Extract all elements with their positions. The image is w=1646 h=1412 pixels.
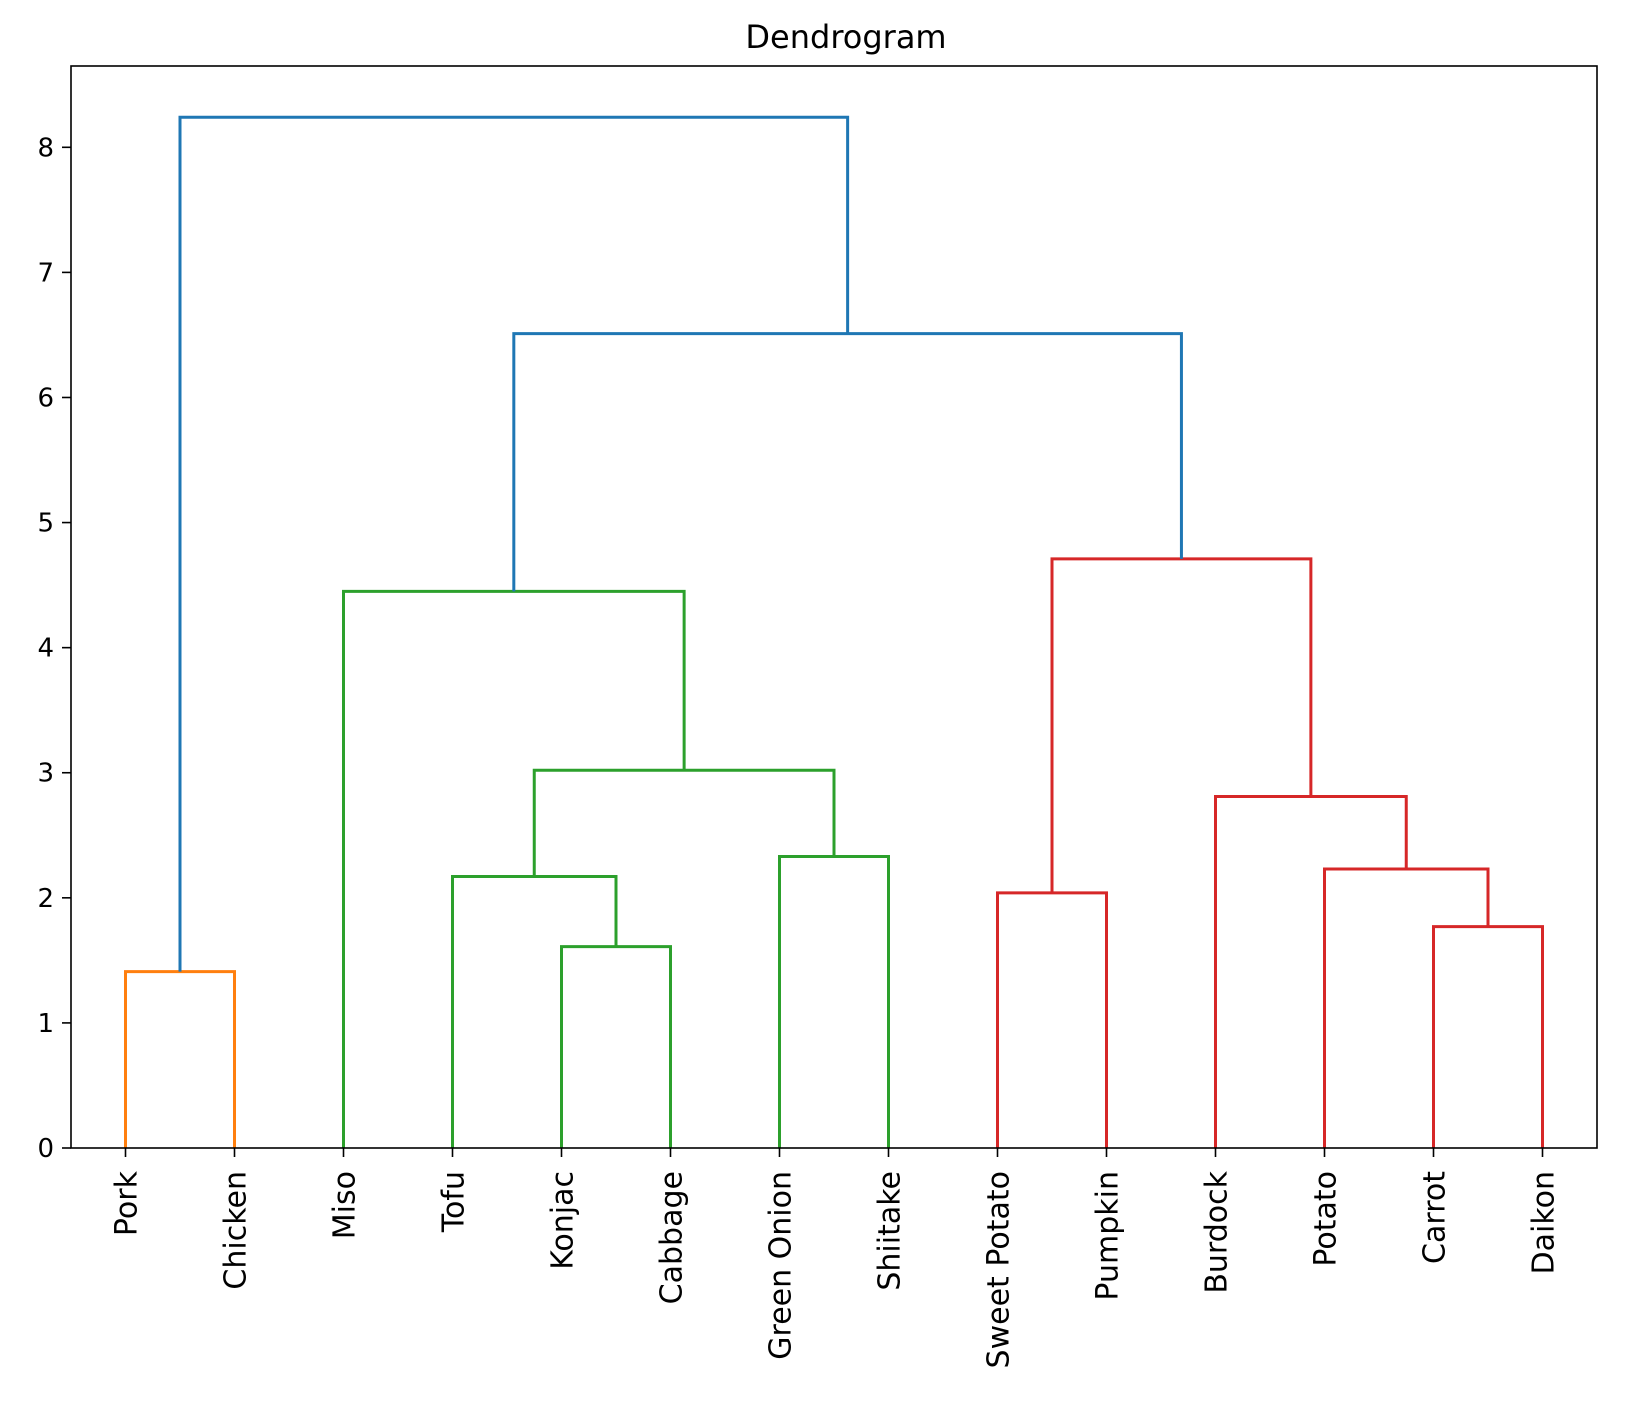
y-tick-label: 3 [37, 759, 54, 789]
leaf-label: Pork [110, 1170, 145, 1236]
leaf-label: Burdock [1200, 1170, 1235, 1293]
x-axis: Pork Chicken Miso Tofu Konjac Cabbage Green On… [110, 1148, 1562, 1368]
link-pork_chicken [124, 970, 236, 1148]
leaf-label: Konjac [546, 1171, 581, 1270]
leaf-label: Miso [328, 1171, 363, 1239]
link-veg_group [532, 768, 836, 877]
link-burdock_group [1214, 795, 1408, 1148]
leaf-label: Sweet Potato [982, 1171, 1017, 1368]
leaf-label: Potato [1309, 1171, 1344, 1267]
leaf-label: Carrot [1418, 1171, 1453, 1264]
leaf-label: Cabbage [655, 1171, 690, 1304]
link-sweetpotato_pumpkin [996, 891, 1108, 1148]
y-tick-label: 1 [37, 1009, 54, 1039]
dendrogram-links [124, 115, 1544, 1148]
leaf-label: Pumpkin [1091, 1171, 1126, 1301]
y-tick-label: 8 [37, 133, 54, 163]
leaf-label: Green Onion [764, 1171, 799, 1360]
y-tick-label: 4 [37, 634, 54, 664]
plot-frame [70, 65, 1598, 1149]
leaf-label: Shiitake [873, 1171, 908, 1291]
y-tick-label: 5 [37, 509, 54, 539]
link-miso_group [342, 589, 686, 1148]
link-all [178, 115, 850, 972]
link-root_group [1050, 557, 1313, 893]
leaf-label: Daikon [1527, 1171, 1562, 1275]
link-plant_group [512, 332, 1183, 592]
y-tick-label: 7 [37, 258, 54, 288]
chart-title: Dendrogram [745, 18, 946, 56]
link-tofu_group [451, 875, 618, 1148]
link-onion_shiitake [778, 855, 890, 1148]
y-tick-label: 6 [37, 383, 54, 413]
link-potato_group [1323, 867, 1490, 1148]
y-tick-label: 0 [37, 1134, 54, 1164]
link-carrot_daikon [1432, 925, 1544, 1148]
leaf-label: Chicken [219, 1171, 254, 1290]
y-tick-label: 2 [37, 884, 54, 914]
link-konjac_cabbage [560, 945, 672, 1148]
y-axis: 0 1 2 3 4 5 6 7 8 [37, 133, 71, 1164]
leaf-label: Tofu [437, 1171, 472, 1233]
